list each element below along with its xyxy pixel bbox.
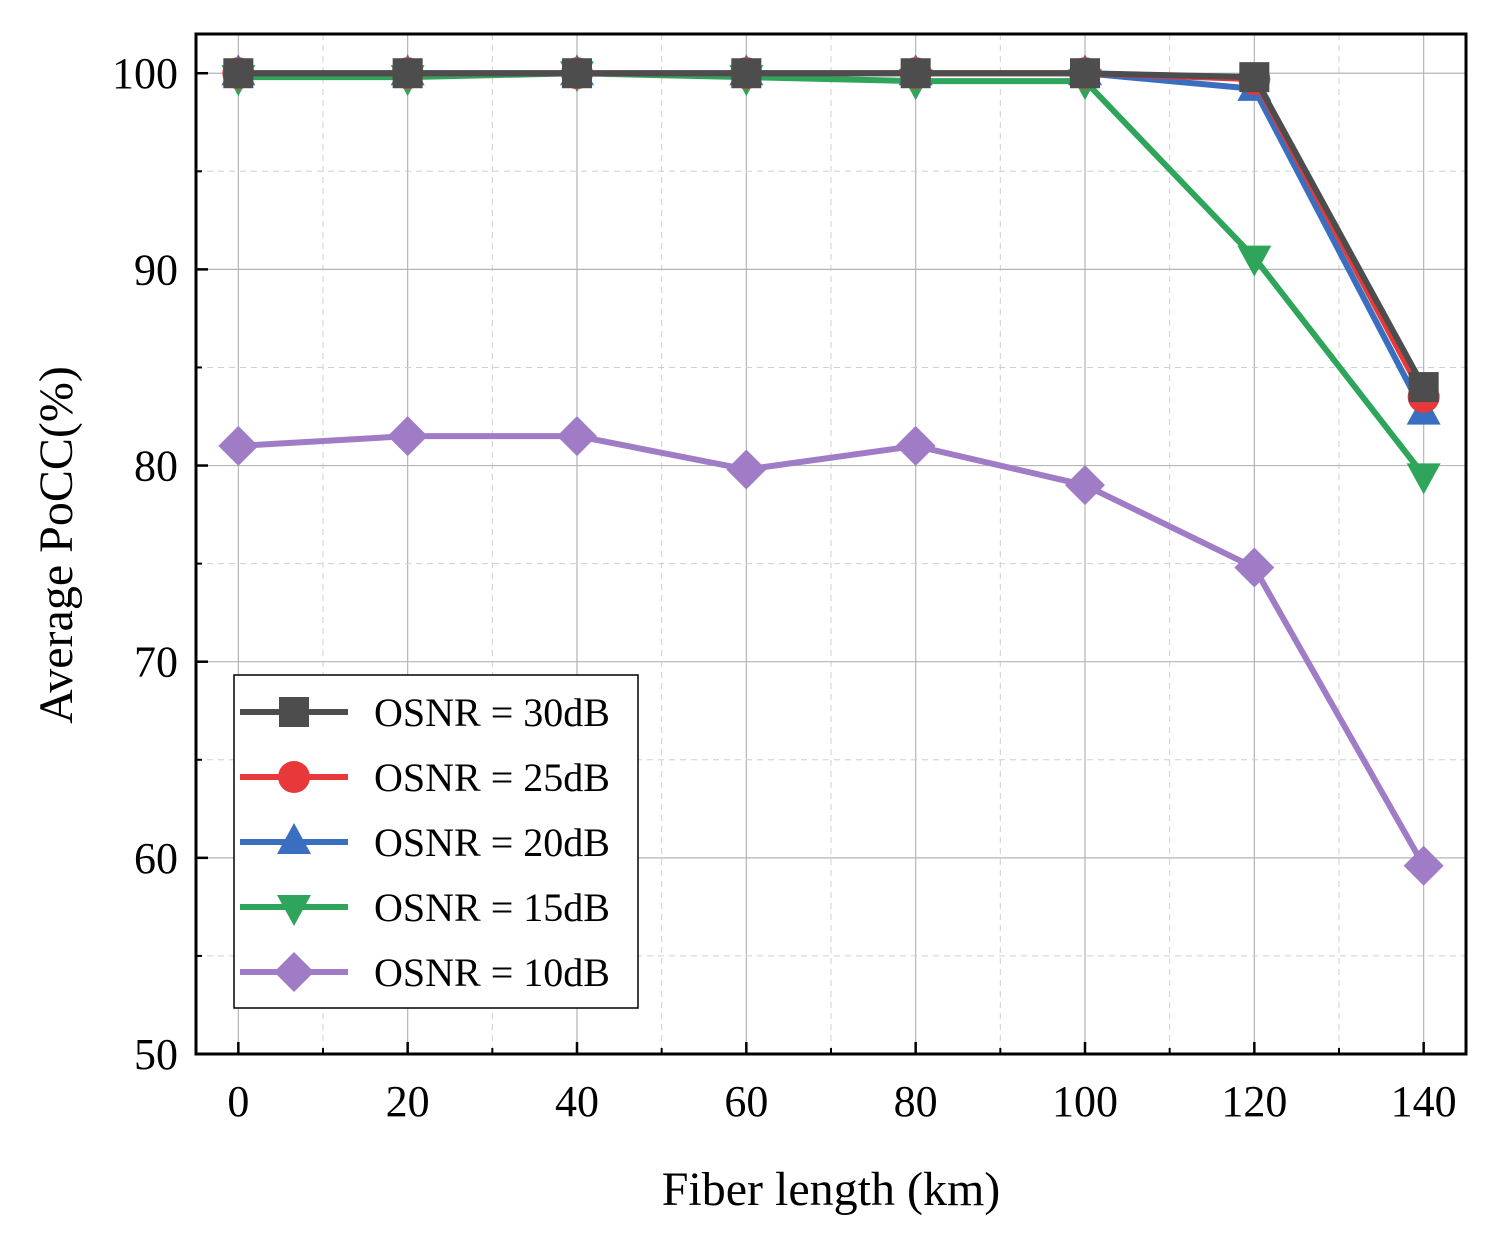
- y-tick-label: 70: [134, 638, 178, 687]
- legend-item: OSNR = 10dB: [240, 950, 610, 995]
- data-point: [1065, 465, 1105, 506]
- data-point: [392, 58, 423, 89]
- x-tick-label: 100: [1052, 1077, 1118, 1126]
- x-tick-label: 60: [724, 1077, 768, 1126]
- axes: 0 20 40 60 80 100 120 140 50 60 70 80 90 100: [112, 49, 1457, 1126]
- legend-label: OSNR = 15dB: [374, 885, 610, 930]
- legend-marker: [277, 895, 311, 926]
- y-tick-label: 60: [134, 834, 178, 883]
- series-line: [238, 433, 1427, 868]
- data-point: [1234, 547, 1275, 588]
- x-tick-label: 120: [1221, 1077, 1287, 1126]
- y-tick-label: 80: [134, 442, 178, 491]
- x-tick-label: 140: [1391, 1077, 1457, 1126]
- x-axis-title: Fiber length (km): [662, 1163, 1001, 1216]
- legend-label: OSNR = 25dB: [374, 755, 610, 800]
- legend-item: OSNR = 30dB: [240, 690, 610, 735]
- data-point: [218, 425, 259, 466]
- legend-marker: [279, 697, 309, 727]
- x-tick-label: 80: [894, 1077, 938, 1126]
- data-point: [1408, 372, 1439, 403]
- y-tick-label: 90: [134, 245, 178, 294]
- x-tick-label: 20: [386, 1077, 430, 1126]
- data-point: [1239, 62, 1270, 93]
- data-point: [1070, 58, 1100, 89]
- data-point: [731, 58, 762, 89]
- data-point: [900, 58, 931, 89]
- y-axis-title: Average PoCC(%): [30, 366, 83, 724]
- legend-label: OSNR = 30dB: [374, 690, 610, 735]
- y-tick-label: 50: [134, 1030, 178, 1079]
- data-point: [562, 58, 592, 89]
- y-tick-label: 100: [112, 49, 178, 98]
- legend: OSNR = 30dB OSNR = 25dB OSNR = 20dB OSNR = …: [233, 674, 639, 1009]
- data-point: [387, 416, 428, 457]
- series-osnr-10db: [218, 416, 1444, 886]
- data-point: [557, 416, 597, 457]
- series-line: [238, 70, 1427, 478]
- legend-item: OSNR = 25dB: [240, 755, 610, 800]
- x-tick-label: 0: [227, 1077, 249, 1126]
- legend-marker: [274, 952, 314, 992]
- data-point: [895, 425, 936, 466]
- legend-item: OSNR = 15dB: [240, 885, 610, 930]
- x-tick-label: 40: [555, 1077, 599, 1126]
- legend-label: OSNR = 10dB: [374, 950, 610, 995]
- series-line: [238, 70, 1427, 389]
- series-layer: [218, 54, 1444, 886]
- legend-label: OSNR = 20dB: [374, 820, 610, 865]
- data-point: [726, 449, 767, 490]
- data-point: [223, 58, 254, 89]
- legend-marker: [277, 823, 311, 854]
- series-osnr-30db: [223, 58, 1439, 403]
- data-point: [1406, 463, 1441, 495]
- legend-marker: [278, 761, 310, 793]
- data-point: [1237, 245, 1272, 277]
- data-point: [1403, 845, 1444, 886]
- legend-item: OSNR = 20dB: [240, 820, 610, 865]
